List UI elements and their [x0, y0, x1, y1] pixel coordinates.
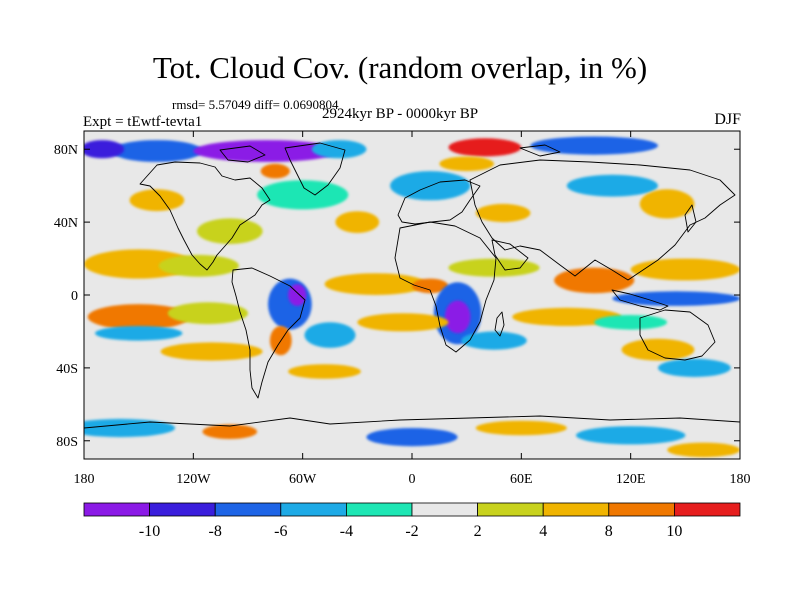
colorbar-swatch-8 — [608, 502, 675, 517]
anomaly-region-2 — [87, 304, 190, 330]
anomaly-region-40 — [439, 156, 495, 172]
anomaly-region-19 — [630, 258, 740, 281]
anomaly-region-30 — [566, 174, 659, 197]
colorbar-swatch-4 — [345, 502, 413, 517]
colorbar-label-2: -6 — [274, 523, 287, 540]
colorbar-label-6: 4 — [539, 523, 547, 540]
coastline-africa — [394, 221, 497, 353]
anomaly-region-5 — [160, 342, 263, 361]
anomaly-region-44 — [475, 420, 567, 436]
anomaly-region-41 — [84, 418, 176, 438]
colorbar-label-5: 2 — [474, 523, 482, 540]
colorbar-swatch-2 — [214, 502, 282, 517]
anomaly-region-38 — [84, 140, 125, 159]
anomaly-region-31 — [639, 189, 695, 219]
coastline-madagascar — [494, 311, 505, 337]
anomaly-region-32 — [129, 189, 185, 212]
lon-tick-label-3: 0 — [409, 472, 416, 487]
lat-tick-label-3: 40S — [56, 362, 78, 377]
lat-tick-label-4: 80S — [56, 435, 78, 450]
lon-tick-label-0: 180 — [74, 472, 95, 487]
anomaly-region-43 — [366, 428, 458, 447]
anomaly-region-26 — [257, 180, 349, 210]
lat-tick-label-2: 0 — [71, 289, 78, 304]
anomaly-region-20 — [612, 291, 740, 306]
anomaly-region-18 — [554, 267, 635, 294]
colorbar-swatch-6 — [477, 502, 544, 517]
stats-line: rmsd= 5.57049 diff= 0.0690804 — [172, 97, 339, 112]
colorbar-label-7: 8 — [605, 523, 613, 540]
anomaly-region-42 — [202, 424, 258, 440]
anomaly-region-23 — [621, 338, 695, 361]
anomaly-region-21 — [512, 307, 622, 326]
anomaly-region-16 — [461, 331, 527, 350]
coastline-antarctica — [84, 415, 740, 429]
coastline-indonesia — [611, 289, 669, 311]
anomaly-region-37 — [530, 136, 658, 155]
lon-tick-label-6: 180 — [730, 472, 751, 487]
anomaly-region-17 — [357, 313, 449, 332]
anomaly-region-29 — [475, 203, 531, 223]
anomaly-region-7 — [288, 284, 307, 306]
coastline-greenland — [284, 142, 346, 196]
season-label: DJF — [714, 111, 741, 128]
coastline-japan — [684, 204, 697, 233]
lat-tick-label-1: 40N — [54, 216, 78, 231]
lat-tick-label-0: 80N — [54, 143, 78, 158]
coastline-north-america — [139, 161, 271, 271]
lon-tick-label-5: 120E — [616, 472, 646, 487]
colorbar-swatch-1 — [149, 502, 216, 517]
colorbar-label-4: -2 — [405, 523, 418, 540]
anomaly-region-1 — [158, 254, 239, 277]
anomaly-region-8 — [304, 322, 356, 348]
anomaly-region-15 — [444, 300, 471, 334]
latitude-ticks: 80N 40N 0 40S 80S — [54, 143, 740, 450]
anomaly-region-39 — [260, 163, 290, 179]
lon-tick-label-1: 120W — [176, 472, 211, 487]
colorbar-label-8: 10 — [666, 523, 682, 540]
colorbar-label-3: -4 — [340, 523, 353, 540]
anomaly-region-3 — [167, 302, 248, 325]
lon-tick-label-4: 60E — [510, 472, 533, 487]
lon-tick-label-2: 60W — [289, 472, 317, 487]
plot-title: Tot. Cloud Cov. (random overlap, in %) — [152, 50, 648, 85]
coastline-arabia — [491, 239, 529, 271]
anomaly-region-27 — [335, 211, 380, 234]
anomaly-region-13 — [448, 258, 540, 277]
anomaly-region-22 — [594, 315, 668, 330]
colorbar-swatch-3 — [280, 502, 347, 517]
colorbar-label-1: -8 — [209, 523, 222, 540]
anomaly-region-36 — [448, 138, 522, 157]
anomaly-region-12 — [412, 278, 449, 294]
time-period-label: 2924kyr BP - 0000kyr BP — [321, 106, 479, 122]
coastline-europe — [397, 179, 481, 225]
coastlines — [84, 142, 740, 429]
colorbar-swatch-7 — [542, 502, 610, 517]
colorbar-swatch-5 — [411, 502, 478, 517]
colorbar-label-0: -10 — [139, 523, 160, 540]
experiment-label: Expt = tEwtf-tevta1 — [83, 114, 203, 130]
colorbar-swatch-0 — [83, 502, 150, 517]
longitude-ticks: 180 120W 60W 0 60E 120E 180 — [74, 131, 751, 487]
anomaly-region-45 — [576, 426, 686, 445]
colorbar-swatch-9 — [674, 502, 741, 517]
anomaly-region-33 — [111, 140, 203, 162]
coastline-arctic-islands — [219, 144, 561, 163]
anomaly-region-10 — [288, 364, 361, 379]
anomaly-region-46 — [667, 442, 740, 458]
coastline-south-america — [231, 267, 306, 399]
coastline-asia — [469, 159, 736, 281]
anomaly-region-4 — [95, 326, 183, 341]
anomaly-region-25 — [197, 218, 263, 244]
anomaly-region-24 — [658, 358, 731, 377]
coastline-australia — [639, 309, 716, 361]
colorbar: -10 -8 -6 -4 -2 2 4 8 10 — [83, 502, 741, 540]
